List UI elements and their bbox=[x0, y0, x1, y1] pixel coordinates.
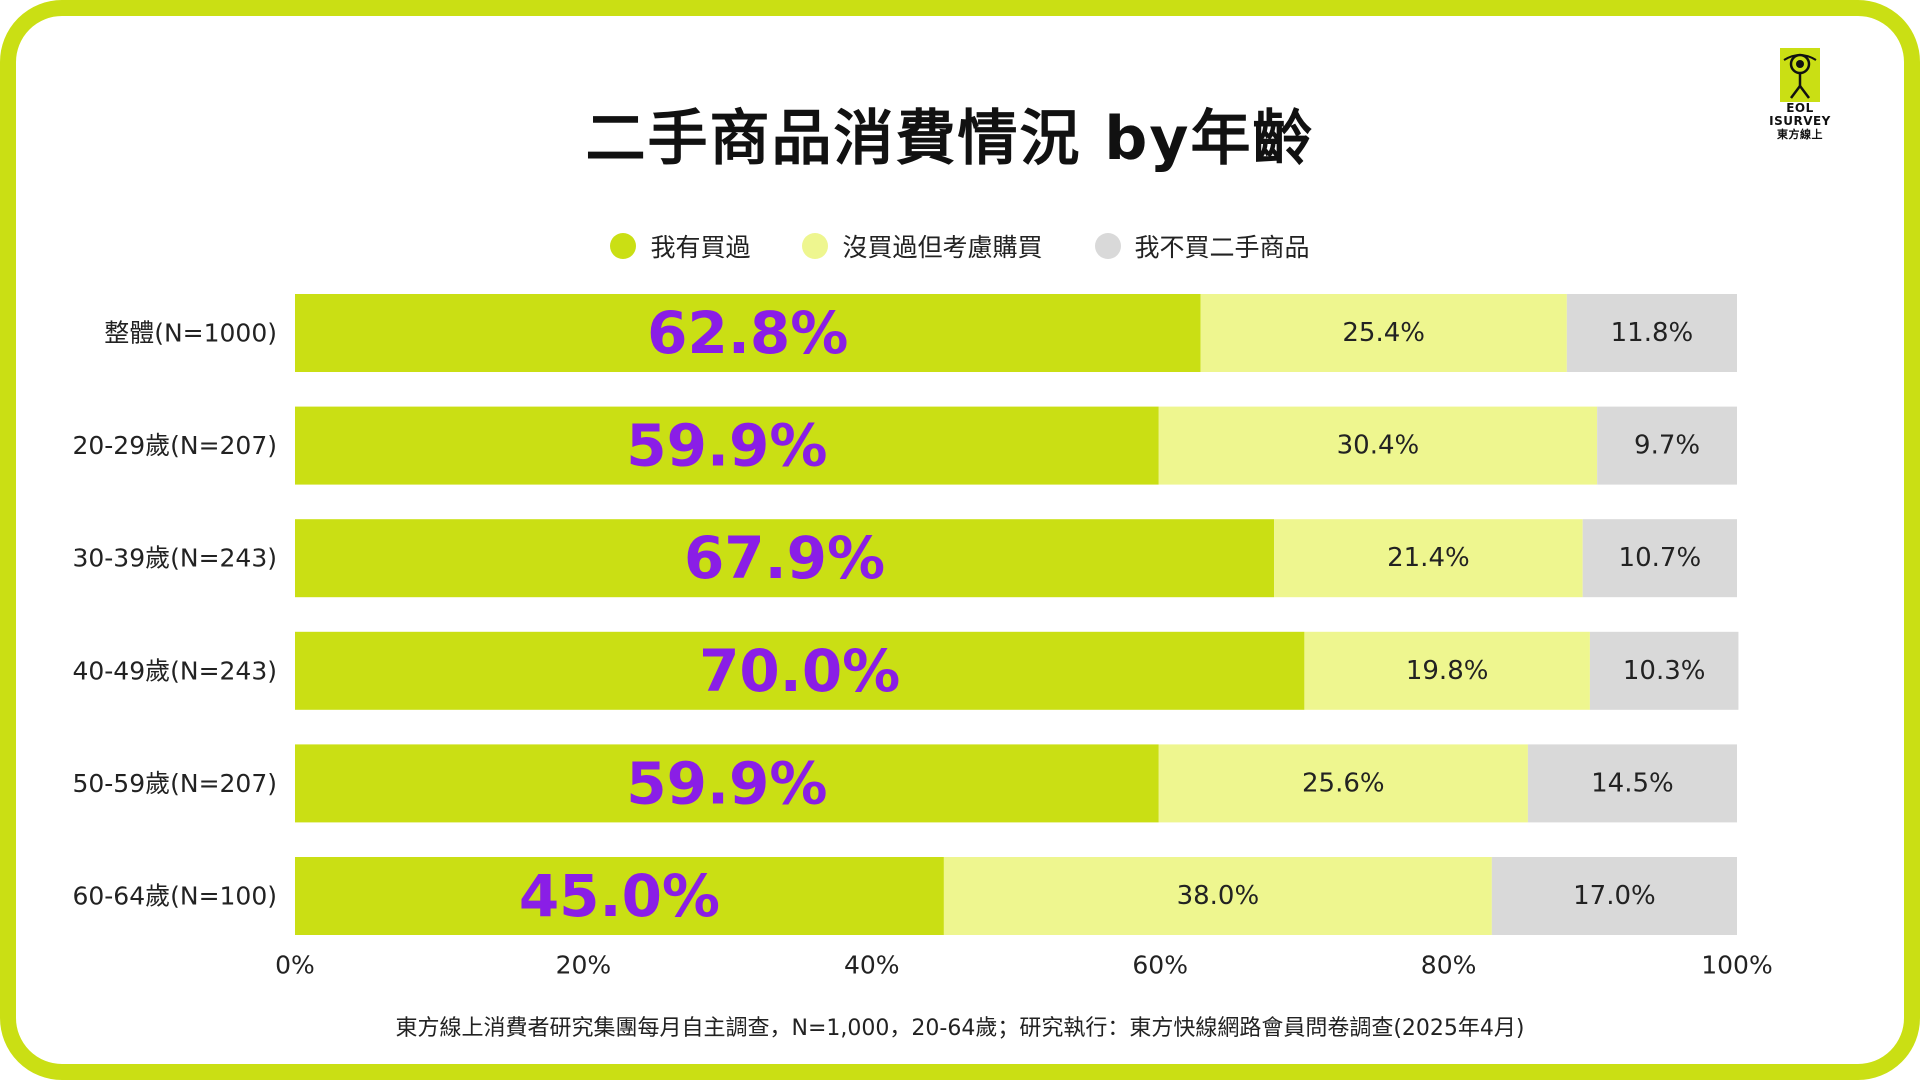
bar-segment bbox=[943, 857, 1492, 935]
x-tick-label: 60% bbox=[1132, 951, 1188, 980]
chart-title: 二手商品消費情況 by年齡 bbox=[585, 104, 1315, 174]
data-label: 59.9% bbox=[626, 749, 827, 817]
bar-segment bbox=[1491, 857, 1737, 935]
bar-segment bbox=[1200, 294, 1567, 372]
legend-item-considering: 沒買過但考慮購買 bbox=[802, 228, 1043, 264]
logo-line2: ISURVEY bbox=[1769, 114, 1831, 128]
x-tick-label: 100% bbox=[1701, 951, 1772, 980]
bar-segment bbox=[295, 631, 1305, 710]
bar-segment bbox=[1304, 631, 1590, 710]
data-label: 45.0% bbox=[519, 862, 720, 930]
logo-line3: 東方線上 bbox=[1777, 128, 1823, 141]
chart-legend: 我有買過 沒買過但考慮購買 我不買二手商品 bbox=[0, 228, 1920, 264]
data-label: 70.0% bbox=[699, 637, 900, 705]
source-footnote: 東方線上消費者研究集團每月自主調查，N=1,000，20-64歲；研究執行：東方… bbox=[395, 1016, 1525, 1041]
data-label: 59.9% bbox=[626, 412, 827, 480]
legend-label-considering: 沒買過但考慮購買 bbox=[842, 233, 1043, 262]
data-label: 14.5% bbox=[1591, 768, 1674, 798]
category-label: 30-39歲(N=243) bbox=[72, 544, 277, 573]
x-tick-label: 80% bbox=[1421, 951, 1477, 980]
bar-segment bbox=[295, 406, 1159, 485]
legend-item-never: 我不買二手商品 bbox=[1094, 228, 1310, 264]
data-label: 9.7% bbox=[1634, 431, 1700, 461]
data-label: 25.4% bbox=[1342, 318, 1425, 348]
bar-segment bbox=[295, 744, 1159, 823]
x-tick-label: 20% bbox=[556, 951, 612, 980]
bar-segment bbox=[1589, 631, 1739, 710]
data-label: 21.4% bbox=[1387, 543, 1470, 573]
bar-segment bbox=[1566, 294, 1737, 372]
data-label: 67.9% bbox=[684, 524, 885, 592]
data-label: 38.0% bbox=[1177, 881, 1260, 911]
legend-label-bought: 我有買過 bbox=[650, 233, 751, 262]
category-label: 整體(N=1000) bbox=[104, 319, 277, 348]
data-label: 10.7% bbox=[1619, 543, 1702, 573]
data-label: 19.8% bbox=[1406, 656, 1489, 686]
bar-segment bbox=[1527, 744, 1737, 823]
bar-segment bbox=[295, 294, 1201, 372]
category-label: 60-64歲(N=100) bbox=[72, 882, 277, 911]
logo-line1: EOL bbox=[1786, 101, 1814, 115]
category-label: 20-29歲(N=207) bbox=[72, 431, 277, 460]
bar-segment bbox=[1274, 519, 1583, 598]
x-tick-label: 0% bbox=[275, 951, 315, 980]
category-label: 40-49歲(N=243) bbox=[72, 656, 277, 685]
legend-swatch-considering bbox=[802, 233, 829, 259]
bar-segment bbox=[1582, 519, 1737, 598]
legend-swatch-never bbox=[1094, 233, 1121, 259]
bar-segment bbox=[1158, 744, 1528, 823]
bar-segment bbox=[1597, 406, 1737, 485]
data-label: 25.6% bbox=[1302, 768, 1385, 798]
data-label: 62.8% bbox=[647, 299, 848, 367]
data-label: 10.3% bbox=[1623, 656, 1706, 686]
logo-eye-icon bbox=[1780, 48, 1820, 102]
x-tick-label: 40% bbox=[844, 951, 900, 980]
eol-isurvey-logo: EOL ISURVEY 東方線上 bbox=[1762, 48, 1838, 158]
data-label: 30.4% bbox=[1337, 431, 1420, 461]
data-label: 11.8% bbox=[1611, 318, 1694, 348]
data-label: 17.0% bbox=[1573, 881, 1656, 911]
bar-segment bbox=[295, 519, 1275, 598]
legend-item-bought: 我有買過 bbox=[610, 228, 750, 264]
stacked-bar-chart: 整體(N=1000) 62.8% 25.4% 11.8% 20-29歲(N=207) 59… bbox=[72, 294, 1773, 980]
legend-label-never: 我不買二手商品 bbox=[1134, 233, 1310, 262]
bar-segment bbox=[1158, 406, 1598, 485]
bar-segment bbox=[295, 857, 944, 935]
category-label: 50-59歲(N=207) bbox=[72, 769, 277, 798]
legend-swatch-bought bbox=[610, 233, 637, 259]
